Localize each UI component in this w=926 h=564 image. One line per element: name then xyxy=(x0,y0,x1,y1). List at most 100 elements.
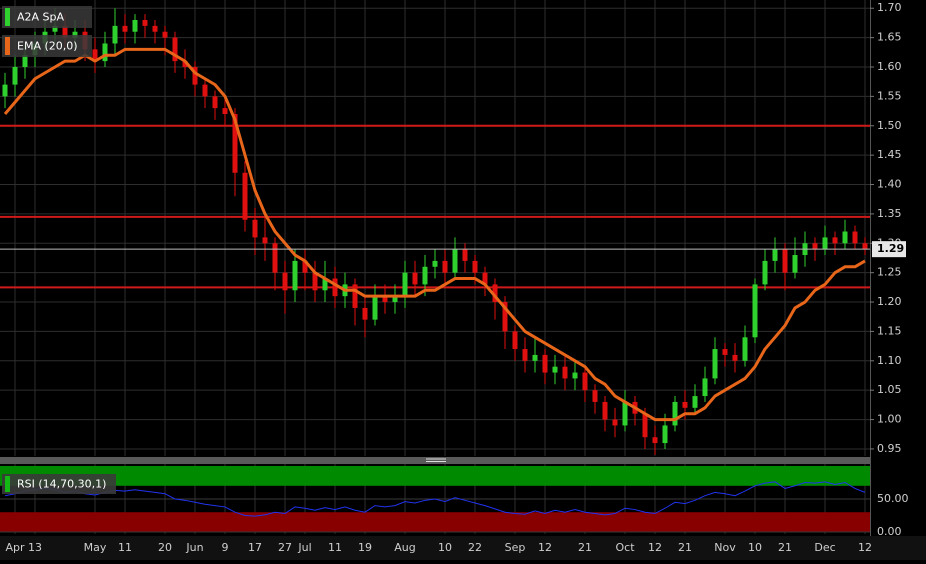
y-tick-label: 1.20 xyxy=(877,295,902,308)
candle-body xyxy=(202,84,208,97)
candle-body xyxy=(592,390,598,402)
candle-body xyxy=(522,349,528,361)
candle-body xyxy=(192,66,198,85)
candle-body xyxy=(412,272,418,285)
candle-body xyxy=(62,25,68,38)
legend-swatch xyxy=(5,476,10,492)
candle-body xyxy=(52,25,58,32)
y-tick-label: 1.60 xyxy=(877,60,902,73)
candle-body xyxy=(182,61,188,67)
legend-swatch xyxy=(5,8,10,26)
candle-body xyxy=(152,25,158,32)
candle-body xyxy=(292,260,298,291)
candle-body xyxy=(792,255,798,273)
candle-body xyxy=(22,55,28,67)
x-tick-label: 20 xyxy=(158,541,172,554)
candle-body xyxy=(452,249,458,273)
y-tick-label: 50.00 xyxy=(877,492,909,505)
rsi-band xyxy=(0,512,870,533)
candle-body xyxy=(822,237,828,250)
candle-body xyxy=(2,84,8,97)
x-tick-label: 13 xyxy=(28,541,42,554)
candle-body xyxy=(652,437,658,444)
candle-body xyxy=(162,31,168,38)
legend-box xyxy=(2,474,116,494)
x-tick-label: 19 xyxy=(358,541,372,554)
candle-body xyxy=(812,243,818,250)
candle-body xyxy=(222,108,228,114)
x-tick-label: Sep xyxy=(505,541,526,554)
y-tick-label: 1.55 xyxy=(877,89,902,102)
candle-body xyxy=(752,284,758,338)
candle-body xyxy=(172,37,178,62)
candle-body xyxy=(372,296,378,320)
candle-body xyxy=(552,366,558,373)
x-tick-label: 22 xyxy=(468,541,482,554)
rsi-band xyxy=(0,465,870,486)
candle-body xyxy=(832,237,838,244)
candle-body xyxy=(242,172,248,220)
candle-body xyxy=(642,413,648,438)
y-tick-label: 0.00 xyxy=(877,525,902,538)
candle-body xyxy=(712,349,718,379)
candle-body xyxy=(572,372,578,379)
x-tick-label: 11 xyxy=(118,541,132,554)
candle-body xyxy=(72,31,78,38)
y-tick-label: 1.70 xyxy=(877,1,902,14)
x-tick-label: 21 xyxy=(678,541,692,554)
legend-label: A2A SpA xyxy=(17,11,65,24)
candle-body xyxy=(302,260,308,273)
last-price-label: 1.29 xyxy=(877,242,904,255)
candle-body xyxy=(852,231,858,244)
candle-body xyxy=(312,272,318,291)
candle-body xyxy=(582,372,588,391)
candle-body xyxy=(102,43,108,62)
y-tick-label: 1.40 xyxy=(877,178,902,191)
candle-body xyxy=(352,284,358,308)
x-tick-label: 12 xyxy=(538,541,552,554)
candle-body xyxy=(92,49,98,62)
candle-body xyxy=(392,296,398,303)
x-tick-label: 17 xyxy=(248,541,262,554)
candle-body xyxy=(262,237,268,244)
candle-body xyxy=(532,354,538,361)
candle-body xyxy=(612,419,618,426)
x-tick-label: 10 xyxy=(748,541,762,554)
x-tick-label: 21 xyxy=(778,541,792,554)
y-tick-label: 1.45 xyxy=(877,148,902,161)
candle-body xyxy=(782,249,788,273)
y-tick-label: 1.65 xyxy=(877,31,902,44)
candle-body xyxy=(542,354,548,373)
legend-box xyxy=(2,35,92,57)
candle-body xyxy=(602,401,608,420)
x-tick-label: May xyxy=(84,541,107,554)
x-axis-area xyxy=(0,536,926,560)
candle-body xyxy=(282,272,288,291)
candle-body xyxy=(252,219,258,238)
y-tick-label: 1.35 xyxy=(877,207,902,220)
x-tick-label: 21 xyxy=(578,541,592,554)
x-tick-label: 10 xyxy=(438,541,452,554)
candle-body xyxy=(432,260,438,267)
x-tick-label: 12 xyxy=(858,541,872,554)
candle-body xyxy=(492,284,498,303)
candle-body xyxy=(742,337,748,361)
y-tick-label: 1.25 xyxy=(877,266,902,279)
candle-body xyxy=(722,349,728,355)
y-tick-label: 0.95 xyxy=(877,442,902,455)
x-tick-label: Jun xyxy=(185,541,203,554)
panel-splitter[interactable] xyxy=(0,457,870,464)
candle-body xyxy=(772,249,778,261)
x-tick-label: 11 xyxy=(328,541,342,554)
candle-body xyxy=(322,278,328,291)
candle-body xyxy=(212,96,218,109)
x-tick-label: Oct xyxy=(615,541,635,554)
legend-box xyxy=(2,6,92,28)
candle-body xyxy=(472,260,478,273)
candle-body xyxy=(12,66,18,85)
y-tick-label: 1.00 xyxy=(877,413,902,426)
text-layer: Apr 13 May 11 20 Jun 9 17 27 Jul 11 19 Aug 10 22 Sep 12 2… xyxy=(2,1,909,554)
candle-body xyxy=(422,266,428,285)
candle-body xyxy=(702,378,708,397)
